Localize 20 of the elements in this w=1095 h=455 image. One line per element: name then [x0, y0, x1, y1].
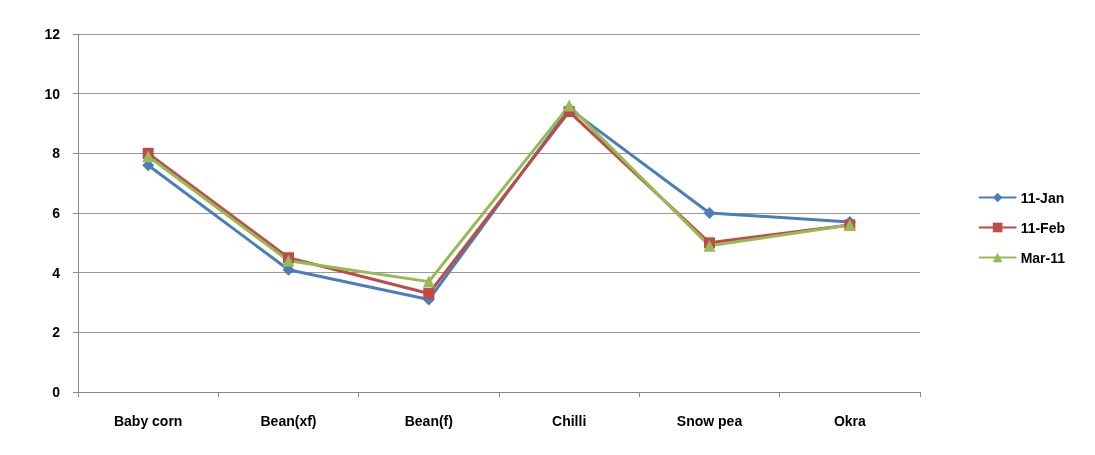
legend-label: Mar-11	[1020, 249, 1066, 266]
legend-label: 11-Jan	[1020, 189, 1065, 206]
x-tick-label: Bean(f)	[404, 413, 453, 429]
y-tick-label: 2	[52, 324, 61, 341]
legend-label: 11-Feb	[1020, 219, 1065, 236]
y-tick-label: 6	[52, 205, 61, 221]
x-tick-label: Okra	[833, 413, 866, 429]
y-tick-label: 0	[52, 384, 61, 400]
y-tick-label: 8	[52, 145, 61, 162]
y-tick-label: 10	[44, 85, 61, 102]
y-tick-label: 12	[44, 26, 61, 42]
x-tick-label: Chilli	[552, 413, 587, 429]
point	[423, 288, 435, 300]
x-tick-label: Baby corn	[113, 413, 183, 429]
point	[703, 207, 716, 219]
x-tick-label: Bean(xf)	[260, 413, 317, 429]
y-tick-label: 4	[52, 264, 61, 281]
x-tick-label: Snow pea	[676, 413, 743, 429]
point	[422, 275, 435, 288]
point	[142, 150, 155, 163]
